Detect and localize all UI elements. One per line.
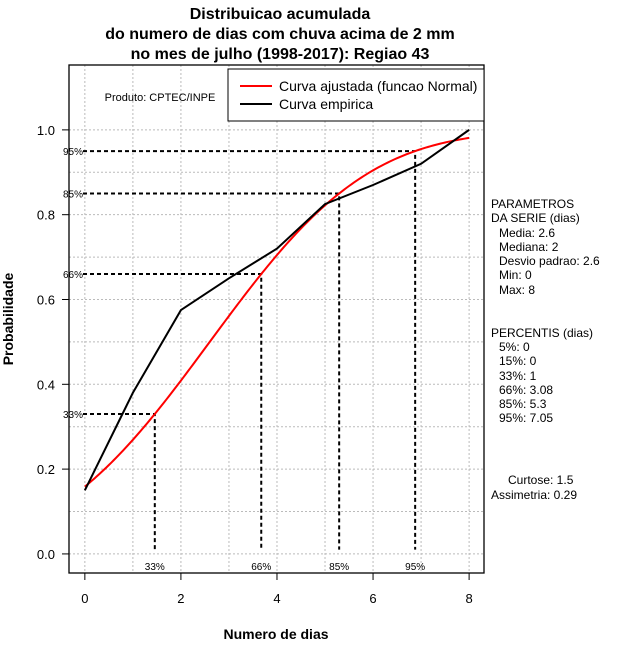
perc-15: 15%: 0 (499, 354, 537, 368)
credit-text: Produto: CPTEC/INPE (105, 92, 216, 104)
x-tick-label: 8 (465, 591, 472, 606)
legend-box (227, 68, 485, 122)
y-tick-label: 0.4 (37, 377, 55, 392)
param-min: Min: 0 (499, 268, 532, 282)
y-tick-label: 0.0 (37, 547, 55, 562)
percentile-x-label: 33% (145, 562, 165, 573)
percentile-y-label: 85% (63, 189, 83, 200)
percentile-line-33 (83, 412, 156, 550)
x-tick-label: 6 (369, 591, 376, 606)
param-max: Max: 8 (499, 283, 536, 297)
y-tick-label: 0.8 (37, 208, 55, 223)
percentile-x-label: 66% (251, 562, 271, 573)
percentile-line-85 (83, 192, 341, 550)
perc-95: 95%: 7.05 (499, 411, 554, 425)
fitted-normal-curve (84, 136, 470, 488)
y-tick-label: 0.2 (37, 462, 55, 477)
percentis-title: PERCENTIS (dias) (491, 326, 594, 340)
percentile-line-66 (83, 273, 263, 550)
params-title: PARAMETROS DA SERIE (dias) (491, 197, 580, 226)
chart-title-line2: do numero de dias com chuva acima de 2 m… (105, 26, 455, 43)
x-tick-label: 0 (81, 591, 88, 606)
legend-label: Curva empirica (279, 96, 373, 112)
y-tick-label: 1.0 (37, 123, 55, 138)
perc-66: 66%: 3.08 (499, 383, 554, 397)
percentile-y-label: 66% (63, 270, 83, 281)
param-desvio: Desvio padrao: 2.6 (499, 254, 600, 268)
perc-85: 85%: 5.3 (499, 397, 547, 411)
chart-title-line3: no mes de julho (1998-2017): Regiao 43 (130, 46, 430, 63)
x-tick-label: 4 (273, 591, 280, 606)
perc-5: 5%: 0 (499, 340, 530, 354)
percentile-y-label: 33% (63, 410, 83, 421)
percentile-x-label: 85% (329, 562, 349, 573)
y-tick-label: 0.6 (37, 292, 55, 307)
legend-label: Curva ajustada (funcao Normal) (279, 78, 477, 94)
chart-title-line1: Distribuicao acumulada (189, 6, 371, 23)
param-media: Media: 2.6 (499, 226, 556, 240)
curtose: Curtose: 1.5 (508, 473, 574, 487)
y-axis-label: Probabilidade (0, 273, 16, 366)
x-tick-label: 2 (177, 591, 184, 606)
x-axis-label: Numero de dias (223, 626, 328, 642)
percentile-y-label: 95% (63, 147, 83, 158)
param-mediana: Mediana: 2 (499, 240, 559, 254)
assimetria: Assimetria: 0.29 (491, 488, 578, 502)
empirical-curve (83, 129, 470, 491)
perc-33: 33%: 1 (499, 369, 537, 383)
percentile-x-label: 95% (405, 562, 425, 573)
